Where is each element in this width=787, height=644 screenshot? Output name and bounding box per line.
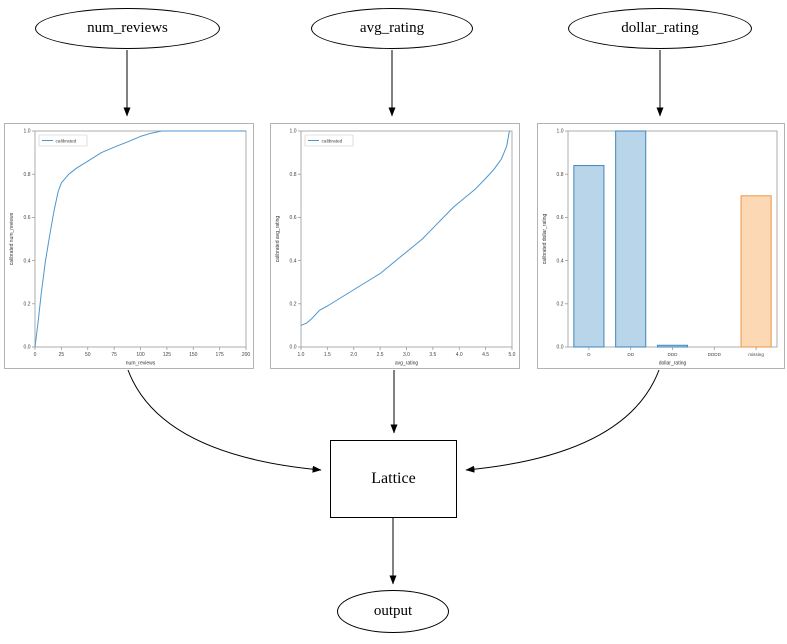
bar-D: [573, 165, 605, 348]
y-axis-label: calibrated dollar_rating: [542, 213, 548, 264]
svg-text:missing: missing: [748, 352, 764, 357]
node-avg-rating: avg_rating: [311, 8, 473, 49]
svg-text:4.0: 4.0: [456, 352, 463, 358]
svg-text:3.0: 3.0: [403, 352, 410, 358]
legend-box: [38, 134, 88, 147]
legend-box: [304, 134, 354, 147]
svg-text:0.0: 0.0: [24, 345, 31, 351]
svg-text:75: 75: [111, 352, 117, 358]
svg-text:0.2: 0.2: [290, 302, 297, 308]
node-num-reviews-label: num_reviews: [87, 20, 168, 36]
node-output: output: [337, 590, 449, 633]
chart-canvas: 0.0 0.2 0.4 0.6 0.8 1.0 1.0 1.5 2.0 2.5 3.0 3.5 4.0 4…: [275, 129, 516, 367]
svg-text:0.4: 0.4: [24, 258, 31, 264]
svg-text:0.8: 0.8: [24, 172, 31, 178]
chart-canvas: 0.00.20.40.60.81.0D DD DDD DDDD missingcalib…: [542, 129, 778, 367]
svg-text:0.4: 0.4: [290, 258, 297, 264]
svg-text:0.0: 0.0: [557, 345, 564, 351]
svg-text:1.5: 1.5: [324, 352, 331, 358]
svg-text:0.2: 0.2: [557, 302, 564, 308]
svg-text:0.4: 0.4: [557, 258, 564, 264]
svg-text:D: D: [587, 352, 591, 357]
x-axis-label: num_reviews: [126, 361, 156, 367]
node-avg-rating-label: avg_rating: [359, 20, 425, 36]
node-dollar-rating-label: dollar_rating: [621, 20, 699, 36]
calibration-line: [34, 130, 246, 348]
node-output-label: output: [373, 603, 413, 619]
svg-text:1.0: 1.0: [298, 352, 305, 358]
svg-text:DD: DD: [627, 352, 634, 357]
svg-text:2.0: 2.0: [350, 352, 357, 358]
svg-text:175: 175: [215, 352, 224, 358]
svg-text:0.6: 0.6: [24, 215, 31, 221]
edge-plot1-to-lattice: [127, 369, 322, 473]
node-num-reviews: num_reviews: [35, 8, 220, 49]
svg-text:0.8: 0.8: [557, 172, 564, 178]
svg-text:0.6: 0.6: [557, 215, 564, 221]
calibration-plot-num-reviews: 0.0 0.2 0.4 0.6 0.8 1.0 0 25 50 75 100 125 150 175 200…: [4, 123, 254, 369]
svg-text:0: 0: [34, 352, 37, 358]
svg-text:125: 125: [163, 352, 172, 358]
svg-text:0.8: 0.8: [290, 172, 297, 178]
bar-DDD: [656, 344, 689, 348]
edge-plot3-to-lattice: [465, 369, 660, 473]
svg-text:200: 200: [242, 352, 251, 358]
svg-text:1.0: 1.0: [557, 129, 564, 135]
x-axis-label: avg_rating: [395, 361, 419, 367]
calibration-line: [300, 130, 510, 326]
bar-DD: [615, 130, 647, 348]
legend-label: calibrated: [56, 138, 77, 144]
svg-text:3.5: 3.5: [429, 352, 436, 358]
svg-text:DDD: DDD: [668, 352, 679, 357]
legend-label: calibrated: [322, 138, 343, 144]
svg-text:0.0: 0.0: [290, 345, 297, 351]
chart-canvas: 0.0 0.2 0.4 0.6 0.8 1.0 0 25 50 75 100 125 150 175 200…: [9, 129, 251, 367]
node-dollar-rating: dollar_rating: [568, 8, 752, 49]
node-lattice: Lattice: [330, 440, 457, 518]
svg-text:25: 25: [59, 352, 65, 358]
svg-text:DDDD: DDDD: [708, 352, 722, 357]
svg-text:50: 50: [85, 352, 91, 358]
x-axis-label: dollar_rating: [659, 361, 687, 367]
node-lattice-label: Lattice: [371, 470, 416, 487]
svg-text:5.0: 5.0: [509, 352, 516, 358]
calibration-plot-dollar-rating: 0.0 0.2 0.4 0.6 0.8 1.0 D DD DDD DDDD missing calib…: [537, 123, 785, 369]
svg-text:0.2: 0.2: [24, 302, 31, 308]
svg-text:4.5: 4.5: [482, 352, 489, 358]
svg-text:1.0: 1.0: [290, 129, 297, 135]
svg-text:150: 150: [189, 352, 198, 358]
y-axis-label: calibrated avg_rating: [275, 216, 281, 263]
svg-text:100: 100: [136, 352, 145, 358]
y-axis-label: calibrated num_reviews: [9, 212, 15, 265]
svg-text:1.0: 1.0: [24, 129, 31, 135]
calibration-plot-avg-rating: 0.0 0.2 0.4 0.6 0.8 1.0 1.0 1.5 2.0 2.5 3.0 3.5 4.0 4…: [270, 123, 520, 369]
bar-missing: [740, 195, 772, 348]
svg-text:2.5: 2.5: [377, 352, 384, 358]
svg-text:0.6: 0.6: [290, 215, 297, 221]
